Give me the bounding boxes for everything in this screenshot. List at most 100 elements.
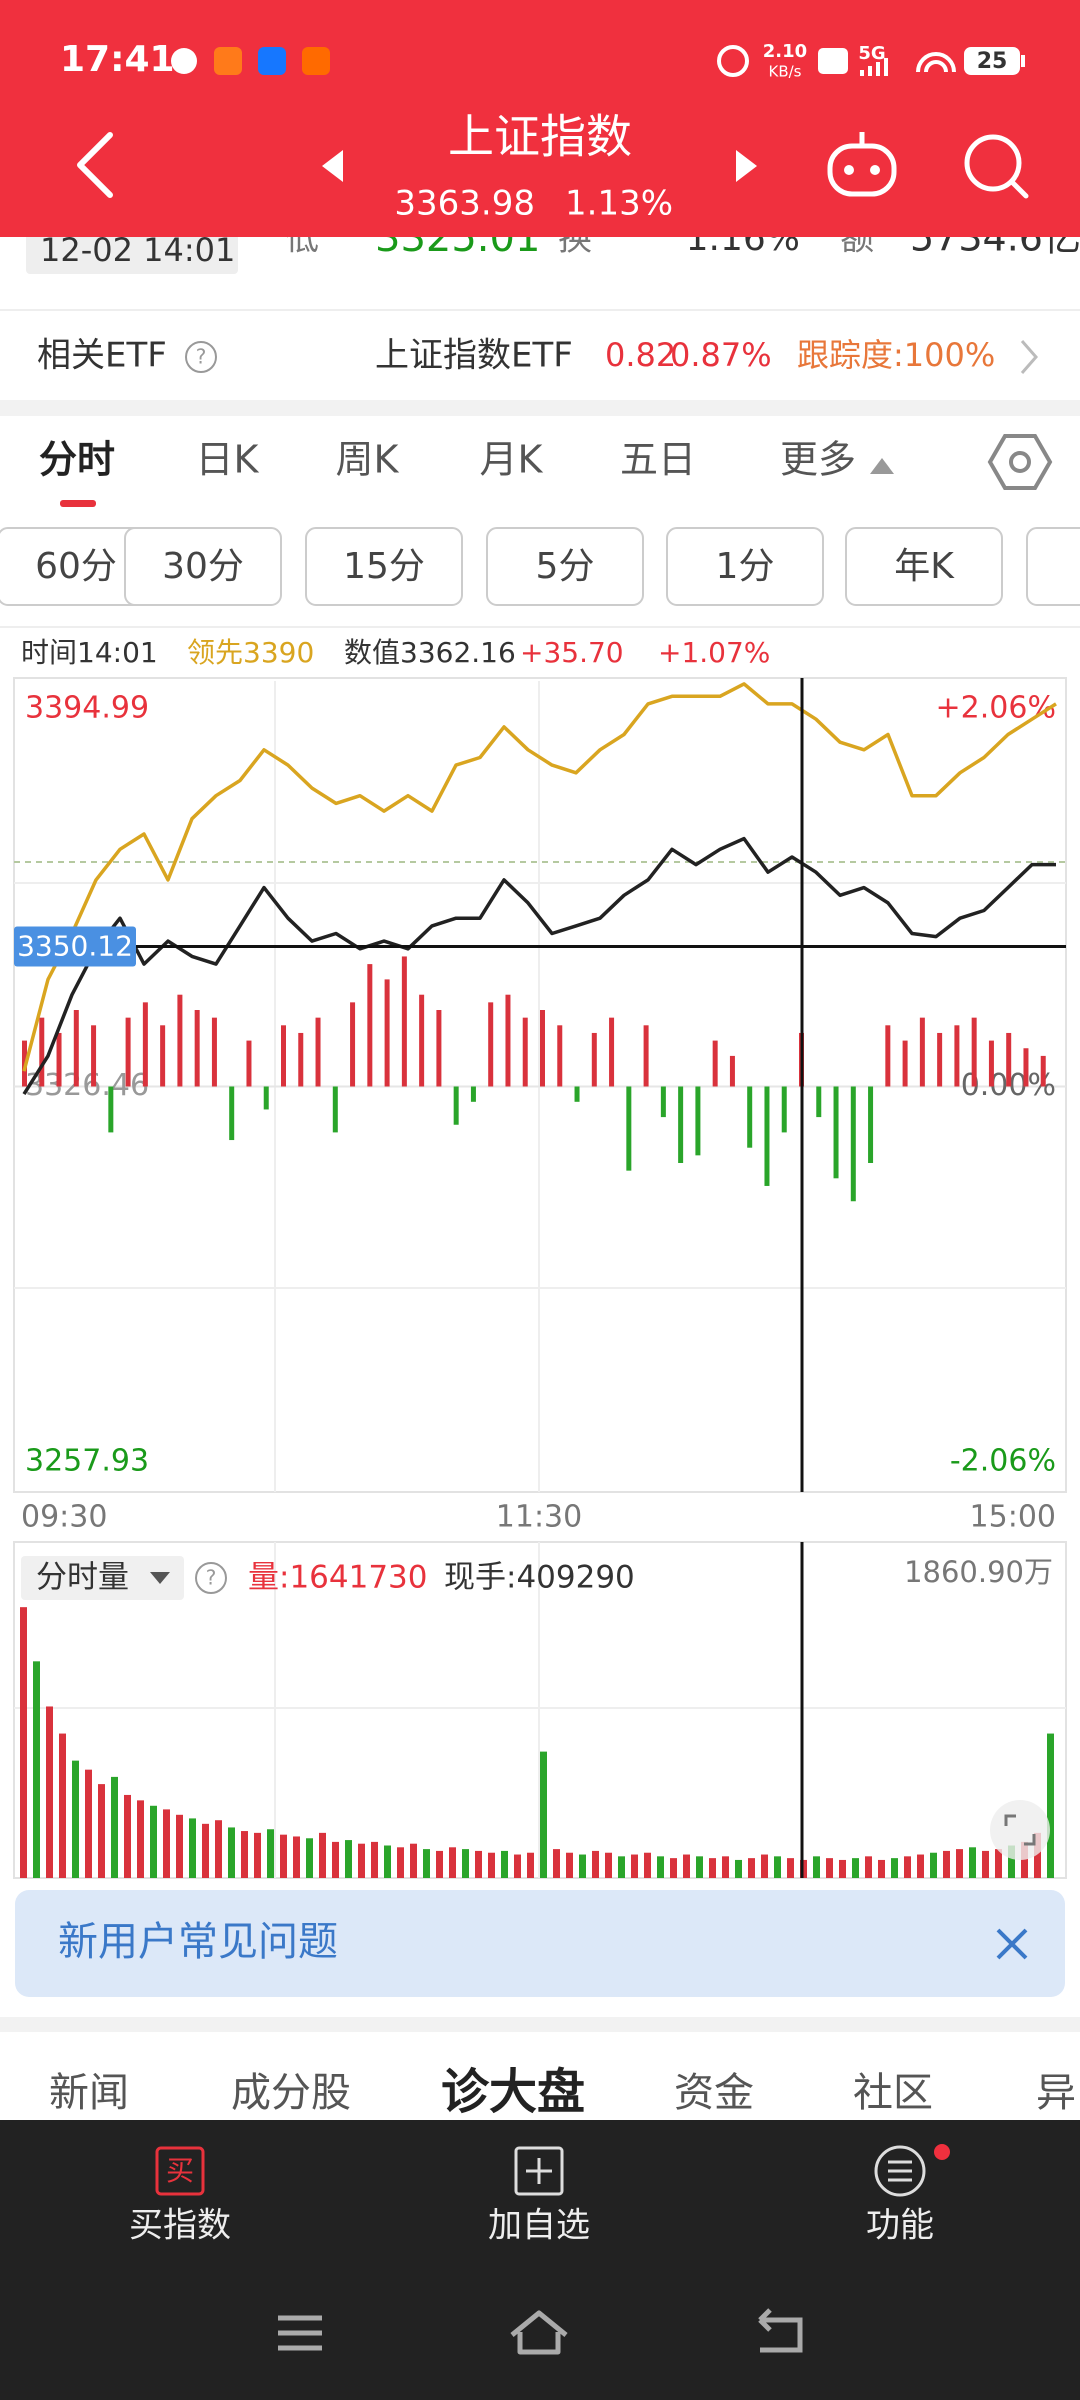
volume-bar [98, 1784, 105, 1878]
cloud-icon [171, 48, 197, 74]
volume-bar [527, 1852, 534, 1878]
strength-bar [729, 1055, 735, 1087]
volume-bar [761, 1854, 768, 1878]
tab[interactable]: 月K [480, 438, 544, 482]
period-label: 年K [894, 546, 955, 587]
strength-bar [73, 1010, 79, 1087]
help-mark: ? [196, 345, 207, 369]
action-label[interactable]: 加自选 [488, 2206, 590, 2246]
info-change: +35.70 [520, 636, 624, 669]
volume-bar [202, 1823, 209, 1878]
content-tab[interactable]: 异 [1036, 2070, 1076, 2116]
gear-hole [1009, 451, 1031, 473]
nav-home[interactable] [510, 2310, 568, 2355]
app-icon [302, 47, 330, 75]
strength-bar [1006, 1032, 1012, 1087]
period-button[interactable] [486, 527, 644, 606]
volume-bar [592, 1850, 599, 1878]
strength-bar [833, 1086, 839, 1179]
faq-banner[interactable] [15, 1890, 1065, 1997]
etf-row[interactable]: 相关ETF ? 上证指数ETF 0.82 0.87% 跟踪度:100% [37, 336, 1038, 376]
volume-bar [397, 1847, 404, 1878]
period-button[interactable] [1026, 527, 1080, 606]
settings-button[interactable] [987, 434, 1053, 490]
strength-bar [91, 1025, 97, 1087]
tab[interactable]: 日K [196, 438, 260, 482]
volume-bar [566, 1852, 573, 1878]
content-tab[interactable]: 成分股 [231, 2070, 351, 2116]
volume-bar [787, 1858, 794, 1878]
strength-bar [177, 994, 183, 1087]
period-button[interactable] [305, 527, 463, 606]
search-button[interactable] [964, 134, 1029, 199]
header-change: 1.13% [565, 184, 673, 224]
volume-bar [488, 1852, 495, 1878]
period-label: 60分 [35, 546, 117, 587]
strength-bar [39, 1017, 45, 1087]
x-tick-label: 11:30 [496, 1500, 582, 1535]
etf-tracking: 跟踪度:100% [797, 336, 995, 374]
alarm-icon [717, 45, 749, 77]
volume-bar [1021, 1841, 1028, 1878]
volume-bar [20, 1607, 27, 1878]
content-tab[interactable]: 资金 [674, 2070, 754, 2116]
period-button[interactable] [666, 527, 824, 606]
tab[interactable]: 分时 [39, 438, 115, 482]
volume-bar [124, 1794, 131, 1878]
prev-index[interactable] [322, 150, 343, 182]
pct-label: +2.06% [936, 691, 1056, 726]
volume-bar [956, 1849, 963, 1878]
strength-bar [971, 1017, 977, 1087]
close-banner[interactable] [996, 1928, 1028, 1960]
help-icon [185, 341, 217, 373]
volume-bar [436, 1850, 443, 1878]
robot-icon[interactable] [827, 132, 897, 197]
volume-bar [839, 1859, 846, 1878]
action-label[interactable]: 买指数 [129, 2206, 231, 2246]
content-tab[interactable]: 诊大盘 [441, 2064, 585, 2120]
help-mark: ? [206, 1566, 217, 1590]
strength-bar [954, 1025, 960, 1087]
header-price: 3363.98 [394, 184, 535, 224]
next-index[interactable] [736, 150, 757, 182]
plus [526, 2158, 552, 2184]
back-button[interactable] [77, 132, 113, 198]
strength-bar [436, 1010, 442, 1087]
nav-back[interactable] [758, 2308, 803, 2353]
badge-dot [934, 2144, 950, 2160]
strength-bar [816, 1086, 822, 1118]
strength-bar [194, 1010, 200, 1087]
period-button[interactable] [124, 527, 282, 606]
tab[interactable]: 周K [336, 438, 400, 482]
nav-menu[interactable] [278, 2315, 322, 2351]
volume-bar [280, 1834, 287, 1878]
volume-bar [475, 1850, 482, 1878]
fullscreen-button[interactable] [990, 1800, 1050, 1860]
volume-bar [254, 1832, 261, 1878]
pct-label: -2.06% [950, 1444, 1056, 1479]
content-tab[interactable]: 社区 [853, 2070, 933, 2116]
strength-bar [712, 1040, 718, 1087]
battery-tip [1021, 55, 1025, 67]
volume-bar [540, 1751, 547, 1878]
volume-chart[interactable] [13, 1541, 1067, 1879]
volume-bar [644, 1852, 651, 1878]
period-button[interactable] [845, 527, 1003, 606]
strength-bar [660, 1086, 666, 1118]
volume-title: 分时量 [36, 1560, 129, 1596]
volume-bar [384, 1845, 391, 1878]
volume-bar [345, 1840, 352, 1878]
strength-bar [401, 956, 407, 1087]
content-tab[interactable]: 新闻 [49, 2070, 129, 2116]
strength-bar [643, 1025, 649, 1087]
volume-bar [657, 1856, 664, 1878]
tab[interactable]: 更多 [780, 438, 856, 482]
volume-selector[interactable] [21, 1556, 184, 1600]
strength-bar [850, 1086, 856, 1202]
price-chart[interactable]: 3257.93-2.06%3326.460.00%3394.99+2.06%33… [13, 677, 1067, 1535]
action-label[interactable]: 功能 [866, 2206, 934, 2246]
robot-eye [844, 165, 854, 175]
volume-bar [72, 1760, 79, 1878]
volume-bar [423, 1849, 430, 1878]
tab[interactable]: 五日 [620, 438, 696, 482]
